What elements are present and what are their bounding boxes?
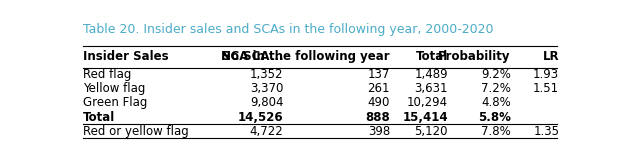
Text: Green Flag: Green Flag: [83, 96, 147, 109]
Text: 3,631: 3,631: [414, 82, 448, 95]
Text: 490: 490: [368, 96, 390, 109]
Text: 398: 398: [368, 125, 390, 138]
Text: 1.93: 1.93: [533, 68, 559, 81]
Text: SCA in the following year: SCA in the following year: [222, 50, 390, 63]
Text: No SCA...: No SCA...: [221, 50, 283, 63]
Text: 1.35: 1.35: [533, 125, 559, 138]
Text: 4.8%: 4.8%: [481, 96, 511, 109]
Text: Total: Total: [83, 110, 115, 124]
Text: 137: 137: [368, 68, 390, 81]
Text: Insider Sales: Insider Sales: [83, 50, 168, 63]
Text: 5.8%: 5.8%: [478, 110, 511, 124]
Text: Table 20. Insider sales and SCAs in the following year, 2000-2020: Table 20. Insider sales and SCAs in the …: [83, 23, 494, 36]
Text: LR: LR: [542, 50, 559, 63]
Text: Total: Total: [416, 50, 448, 63]
Text: 3,370: 3,370: [250, 82, 283, 95]
Text: 261: 261: [368, 82, 390, 95]
Text: 7.2%: 7.2%: [481, 82, 511, 95]
Text: Red or yellow flag: Red or yellow flag: [83, 125, 188, 138]
Text: 15,414: 15,414: [402, 110, 448, 124]
Text: 4,722: 4,722: [250, 125, 283, 138]
Text: 9.2%: 9.2%: [481, 68, 511, 81]
Text: 14,526: 14,526: [238, 110, 283, 124]
Text: Yellow flag: Yellow flag: [83, 82, 145, 95]
Text: 7.8%: 7.8%: [481, 125, 511, 138]
Text: 9,804: 9,804: [250, 96, 283, 109]
Text: Red flag: Red flag: [83, 68, 131, 81]
Text: 888: 888: [365, 110, 390, 124]
Text: 1,489: 1,489: [414, 68, 448, 81]
Text: 5,120: 5,120: [414, 125, 448, 138]
Text: Probability: Probability: [438, 50, 511, 63]
Text: 1,352: 1,352: [250, 68, 283, 81]
Text: 1.51: 1.51: [533, 82, 559, 95]
Text: 10,294: 10,294: [407, 96, 448, 109]
